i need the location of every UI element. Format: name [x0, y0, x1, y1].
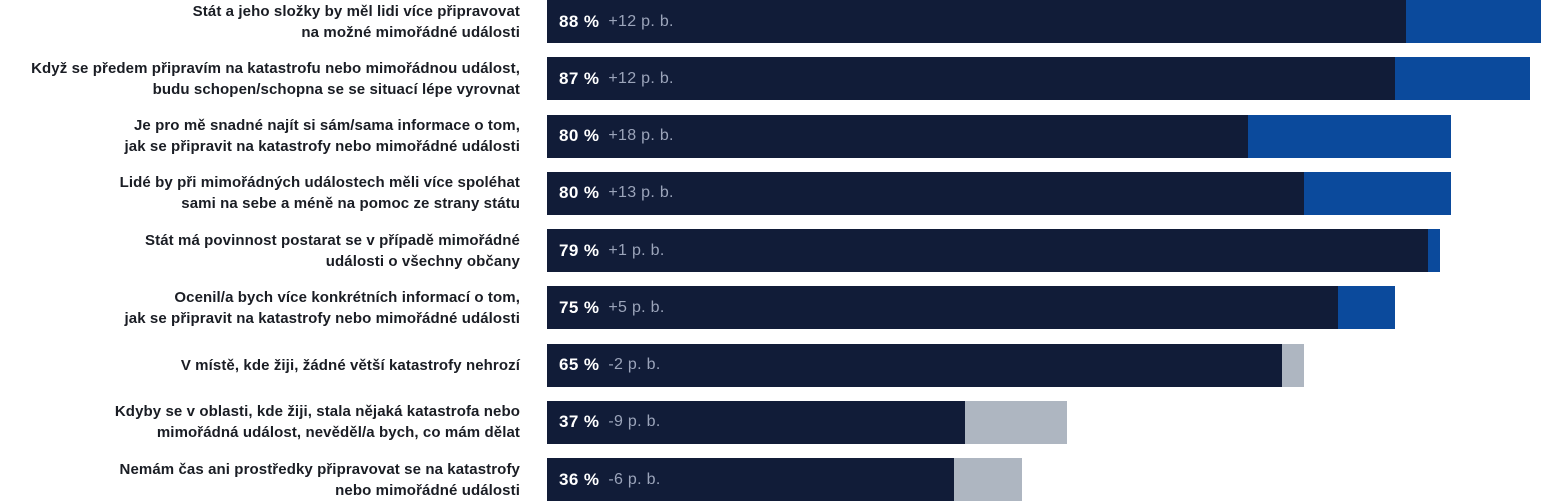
bar-base-segment	[547, 114, 1248, 158]
bar-labels: 65 % -2 p. b.	[559, 344, 661, 387]
bar: 80 % +13 p. b.	[547, 171, 1451, 215]
table-row: Je pro mě snadné najít si sám/sama infor…	[0, 114, 1544, 158]
table-row: Když se předem připravím na katastrofu n…	[0, 57, 1544, 101]
table-row: Nemám čas ani prostředky připravovat se …	[0, 458, 1544, 501]
bar: 79 % +1 p. b.	[547, 229, 1440, 272]
bar-labels: 88 % +12 p. b.	[559, 0, 674, 43]
category-label-line: Je pro mě snadné najít si sám/sama infor…	[133, 117, 520, 134]
category-label-line: sami na sebe a méně na pomoc ze strany s…	[181, 195, 520, 213]
bar-labels: 75 % +5 p. b.	[559, 286, 665, 329]
category-label: V místě, kde žiji, žádné větší katastrof…	[0, 344, 520, 387]
category-label: Ocenil/a bych více konkrétních informací…	[0, 286, 520, 329]
bar-value-label: 88 %	[559, 11, 600, 31]
bar-value-label: 65 %	[559, 355, 600, 374]
bar-increase-segment	[1394, 57, 1531, 101]
category-label: Kdyby se v oblasti, kde žiji, stala něja…	[0, 401, 520, 444]
bar-base-segment	[547, 229, 1429, 272]
table-row: Ocenil/a bych více konkrétních informací…	[0, 286, 1544, 330]
bar-value-label: 75 %	[559, 297, 600, 317]
bar-decrease-segment	[1281, 343, 1305, 387]
category-label-line: budu schopen/schopna se se situací lépe …	[152, 80, 520, 98]
bar-value-label: 87 %	[559, 68, 600, 88]
bar-increase-segment	[1247, 114, 1451, 158]
table-row: Stát a jeho složky by měl lidi více přip…	[0, 0, 1544, 43]
bar-change-label: -2 p. b.	[608, 356, 661, 373]
bar-value-label: 36 %	[559, 469, 600, 489]
category-label: Nemám čas ani prostředky připravovat se …	[0, 458, 520, 501]
bar-change-label: +12 p. b.	[608, 69, 674, 87]
bar-labels: 80 % +13 p. b.	[559, 172, 674, 215]
bar-change-label: -9 p. b.	[608, 413, 661, 431]
bar-labels: 79 % +1 p. b.	[559, 229, 665, 272]
bar-value-label: 80 %	[559, 126, 600, 145]
category-label-line: Stát a jeho složky by měl lidi více přip…	[192, 2, 520, 20]
category-label-line: Kdyby se v oblasti, kde žiji, stala něja…	[114, 403, 520, 421]
category-label-line: Nemám čas ani prostředky připravovat se …	[119, 460, 520, 478]
bar-change-label: +13 p. b.	[608, 184, 674, 202]
bar-base-segment	[547, 0, 1406, 43]
category-label-line: nebo mimořádné události	[335, 481, 520, 499]
bar-value-label: 37 %	[559, 412, 600, 432]
bar-base-segment	[547, 171, 1305, 215]
bar: 65 % -2 p. b.	[547, 343, 1305, 387]
bar-decrease-segment	[965, 400, 1067, 444]
category-label: Když se předem připravím na katastrofu n…	[0, 57, 520, 100]
bar-change-label: -6 p. b.	[608, 470, 661, 488]
bar-base-segment	[547, 343, 1282, 387]
bar-labels: 37 % -9 p. b.	[559, 401, 661, 444]
bar-base-segment	[547, 286, 1338, 330]
category-label-line: Lidé by při mimořádných událostech měli …	[119, 174, 520, 192]
bar-value-label: 80 %	[559, 183, 600, 203]
bar-change-label: +18 p. b.	[608, 127, 674, 144]
bar-increase-segment	[1428, 229, 1440, 272]
category-label-line: jak se připravit na katastrofy nebo mimo…	[124, 138, 520, 155]
bar: 37 % -9 p. b.	[547, 400, 1067, 444]
category-label-line: jak se připravit na katastrofy nebo mimo…	[124, 309, 520, 327]
bar: 75 % +5 p. b.	[547, 286, 1395, 330]
bar-labels: 80 % +18 p. b.	[559, 115, 674, 158]
bar: 80 % +18 p. b.	[547, 114, 1451, 158]
bar-labels: 87 % +12 p. b.	[559, 57, 674, 100]
bar-base-segment	[547, 400, 966, 444]
category-label-line: na možné mimořádné události	[301, 23, 520, 41]
table-row: Stát má povinnost postarat se v případě …	[0, 229, 1544, 272]
category-label-line: události o všechny občany	[325, 252, 520, 270]
category-label-line: V místě, kde žiji, žádné větší katastrof…	[180, 356, 520, 374]
bar: 88 % +12 p. b.	[547, 0, 1542, 43]
category-label-line: Stát má povinnost postarat se v případě …	[145, 231, 520, 249]
category-label: Je pro mě snadné najít si sám/sama infor…	[0, 115, 520, 158]
bar-increase-segment	[1405, 0, 1542, 43]
table-row: Lidé by při mimořádných událostech měli …	[0, 171, 1544, 215]
bar: 87 % +12 p. b.	[547, 57, 1531, 101]
category-label: Lidé by při mimořádných událostech měli …	[0, 172, 520, 215]
bar-base-segment	[547, 458, 954, 501]
category-label-line: Ocenil/a bych více konkrétních informací…	[174, 288, 520, 306]
bar-change-label: +12 p. b.	[608, 12, 674, 30]
category-label-line: mimořádná událost, nevěděl/a bych, co má…	[156, 424, 520, 442]
table-row: Kdyby se v oblasti, kde žiji, stala něja…	[0, 400, 1544, 444]
bar-base-segment	[547, 57, 1395, 101]
table-row: V místě, kde žiji, žádné větší katastrof…	[0, 343, 1544, 387]
bar-labels: 36 % -6 p. b.	[559, 458, 661, 501]
bar-increase-segment	[1304, 171, 1451, 215]
category-label: Stát má povinnost postarat se v případě …	[0, 229, 520, 272]
bar-value-label: 79 %	[559, 240, 600, 260]
bar-change-label: +1 p. b.	[608, 241, 665, 259]
bar: 36 % -6 p. b.	[547, 458, 1022, 501]
bar-change-label: +5 p. b.	[608, 298, 665, 316]
bar-decrease-segment	[953, 458, 1022, 501]
category-label: Stát a jeho složky by měl lidi více přip…	[0, 0, 520, 43]
category-label-line: Když se předem připravím na katastrofu n…	[31, 59, 520, 77]
bar-increase-segment	[1338, 286, 1395, 330]
